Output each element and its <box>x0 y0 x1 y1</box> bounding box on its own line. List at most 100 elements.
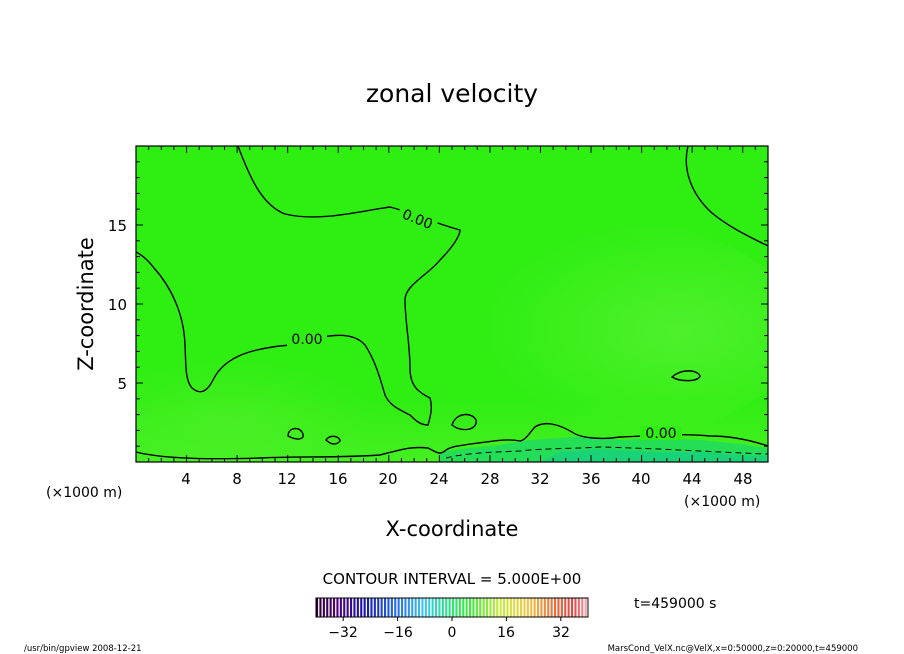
colorbar-cell <box>401 598 404 617</box>
y-tick-label: 10 <box>108 296 127 314</box>
contour-interval-text: CONTOUR INTERVAL = 5.000E+00 <box>323 570 582 588</box>
colorbar-cell <box>458 598 461 617</box>
contour-zero-small-4 <box>325 435 341 445</box>
colorbar-cell <box>394 598 397 617</box>
colorbar-cell <box>397 598 400 617</box>
colorbar-cell <box>469 598 472 617</box>
colorbar <box>316 598 587 617</box>
contour-label-bg-2 <box>287 331 327 347</box>
colorbar-cell <box>367 598 370 617</box>
colorbar-cell <box>407 598 410 617</box>
time-label: t=459000 s <box>634 596 716 612</box>
colorbar-cell <box>316 598 319 617</box>
contour-zero-small-1 <box>451 413 477 431</box>
colorbar-cell <box>336 598 339 617</box>
x-axis-title: X-coordinate <box>386 517 519 541</box>
colorbar-ticks <box>342 617 562 621</box>
colorbar-cell <box>574 598 577 617</box>
colorbar-tick-label: −32 <box>328 625 358 641</box>
colorbar-cell <box>418 598 421 617</box>
x-tick-label: 36 <box>581 470 600 488</box>
colorbar-cell <box>472 598 475 617</box>
contour-label-2: 0.00 <box>291 332 322 348</box>
colorbar-cell <box>506 598 509 617</box>
colorbar-cell <box>438 598 441 617</box>
colorbar-cell <box>523 598 526 617</box>
colorbar-cell <box>452 598 455 617</box>
colorbar-cell <box>554 598 557 617</box>
x-tick-label: 16 <box>328 470 347 488</box>
y-tick-label: 15 <box>108 217 127 235</box>
colorbar-cell <box>421 598 424 617</box>
colorbar-cell <box>520 598 523 617</box>
colorbar-cell <box>577 598 580 617</box>
colorbar-cell <box>513 598 516 617</box>
colorbar-cell <box>411 598 414 617</box>
colorbar-cell <box>496 598 499 617</box>
colorbar-cell <box>445 598 448 617</box>
colorbar-cell <box>489 598 492 617</box>
colorbar-cell <box>346 598 349 617</box>
x-tick-label: 4 <box>181 470 191 488</box>
colorbar-cell <box>462 598 465 617</box>
colorbar-cell <box>319 598 322 617</box>
colorbar-tick-labels: −32 −16 0 16 32 <box>328 625 570 641</box>
x-tick-label: 28 <box>480 470 499 488</box>
colorbar-tick-label: −16 <box>383 625 413 641</box>
colorbar-cell <box>363 598 366 617</box>
plot-area <box>136 146 768 462</box>
colorbar-cell <box>333 598 336 617</box>
colorbar-tick-label: 32 <box>552 625 570 641</box>
colorbar-cell <box>322 598 325 617</box>
colorbar-cell <box>557 598 560 617</box>
colorbar-cell <box>537 598 540 617</box>
colorbar-cell <box>560 598 563 617</box>
colorbar-tick-label: 0 <box>448 625 457 641</box>
colorbar-cell <box>428 598 431 617</box>
colorbar-cell <box>482 598 485 617</box>
colorbar-cell <box>455 598 458 617</box>
x-tick-labels: 4 8 12 16 20 24 28 32 36 40 44 48 <box>181 470 752 488</box>
colorbar-cell <box>533 598 536 617</box>
colorbar-cell <box>380 598 383 617</box>
footer-left: /usr/bin/gpview 2008-12-21 <box>24 644 142 654</box>
colorbar-cell <box>571 598 574 617</box>
colorbar-cell <box>475 598 478 617</box>
contour-zero-small-3 <box>287 427 304 440</box>
colorbar-cell <box>492 598 495 617</box>
colorbar-cell <box>581 598 584 617</box>
x-tick-label: 12 <box>277 470 296 488</box>
x-tick-label: 32 <box>530 470 549 488</box>
colorbar-cell <box>530 598 533 617</box>
y-tick-label: 5 <box>117 375 127 393</box>
colorbar-cell <box>343 598 346 617</box>
colorbar-cell <box>384 598 387 617</box>
footer-right: MarsCond_VelX.nc@VelX,x=0:50000,z=0:2000… <box>608 644 858 654</box>
colorbar-cell <box>404 598 407 617</box>
colorbar-cell <box>414 598 417 617</box>
x-axis-unit: (×1000 m) <box>684 494 760 510</box>
colorbar-cell <box>373 598 376 617</box>
x-tick-label: 48 <box>733 470 752 488</box>
contour-label-bg-1 <box>396 202 440 234</box>
field-negative-core <box>540 449 768 462</box>
colorbar-cell <box>584 598 587 617</box>
colorbar-cell <box>564 598 567 617</box>
y-tick-labels: 5 10 15 <box>108 217 127 393</box>
colorbar-cell <box>370 598 373 617</box>
colorbar-cell <box>503 598 506 617</box>
colorbar-cell <box>526 598 529 617</box>
contour-zero-lower <box>136 422 768 460</box>
colorbar-cell <box>435 598 438 617</box>
contour-zero-top-right <box>685 146 768 247</box>
colorbar-cell <box>390 598 393 617</box>
colorbar-cell <box>339 598 342 617</box>
colorbar-cell <box>441 598 444 617</box>
contour-label-bg-3 <box>640 426 682 440</box>
colorbar-cell <box>387 598 390 617</box>
colorbar-cell <box>356 598 359 617</box>
contour-zero-small-2 <box>670 370 701 382</box>
y-axis-unit: (×1000 m) <box>46 485 122 501</box>
colorbar-cell <box>486 598 489 617</box>
